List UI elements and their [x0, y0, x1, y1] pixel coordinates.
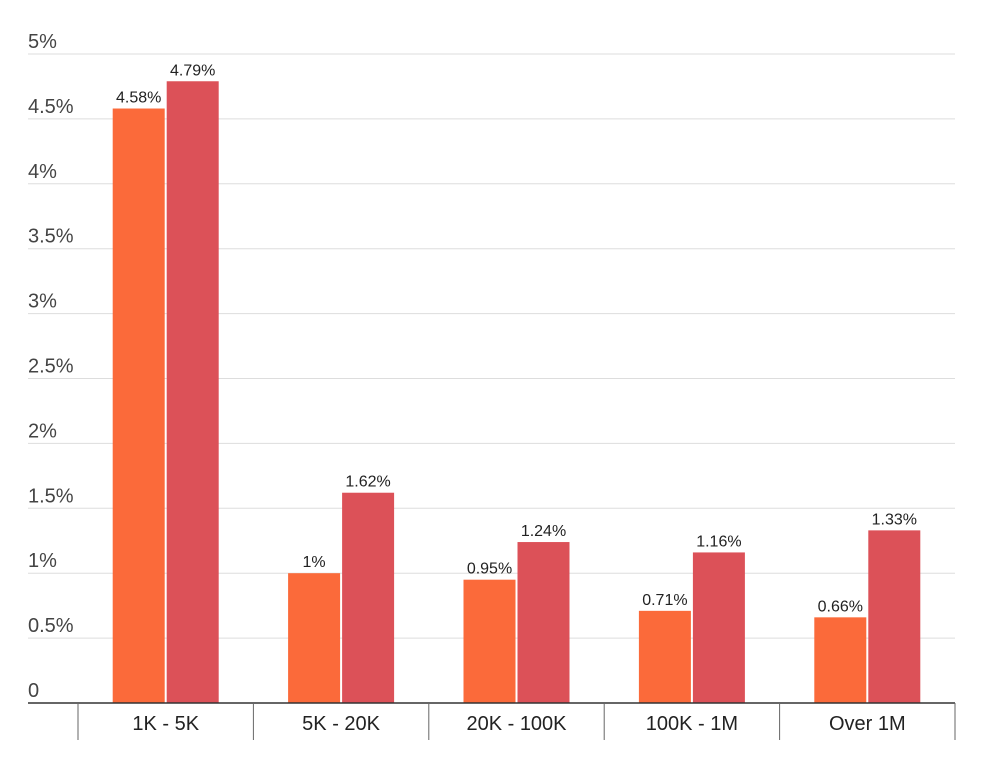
data-label: 4.79% [170, 62, 215, 79]
data-label: 0.66% [818, 598, 863, 615]
y-tick-label: 3% [28, 291, 57, 313]
y-tick-label: 4.5% [28, 96, 74, 118]
x-axis [28, 702, 956, 740]
bar [638, 610, 691, 703]
y-tick-label: 2.5% [28, 356, 74, 378]
y-tick-label: 2% [28, 420, 57, 442]
bar [166, 81, 219, 704]
data-label: 1% [303, 554, 326, 571]
y-tick-label: 3.5% [28, 226, 74, 248]
category-labels: 1K - 5K 5K - 20K 20K - 100K 100K - 1M Over 1… [132, 713, 905, 735]
data-label: 1.16% [696, 533, 741, 550]
bars [112, 81, 921, 704]
data-label: 4.58% [116, 90, 161, 107]
data-label: 1.62% [345, 474, 390, 491]
y-tick-label: 1.5% [28, 485, 74, 507]
bar [517, 542, 570, 703]
bar [868, 530, 921, 703]
data-label: 1.24% [521, 523, 566, 540]
y-tick-label: 0 [28, 680, 39, 702]
category-label: 5K - 20K [302, 713, 380, 735]
y-tick-label: 5% [28, 31, 57, 53]
y-tick-label: 1% [28, 550, 57, 572]
data-label: 1.33% [872, 511, 917, 528]
bar [463, 579, 516, 703]
category-label: 100K - 1M [646, 713, 738, 735]
bar [342, 492, 395, 703]
category-label: 1K - 5K [132, 713, 199, 735]
bar [692, 552, 745, 703]
data-label: 0.95% [467, 561, 512, 578]
data-label: 0.71% [642, 592, 687, 609]
bar [288, 573, 341, 703]
y-tick-label: 0.5% [28, 615, 74, 637]
data-labels: 4.58% 4.79% 1% 1.62% 0.95% 1.24% 0.71% 1.16% 0.6… [116, 62, 917, 615]
bar [814, 617, 867, 703]
y-axis-tick-labels: 0 0.5% 1% 1.5% 2% 2.5% 3% 3.5% 4% 4.5% 5% [28, 31, 74, 702]
category-label: 20K - 100K [466, 713, 567, 735]
category-label: Over 1M [829, 713, 906, 735]
bar [112, 108, 165, 704]
y-tick-label: 4% [28, 161, 57, 183]
